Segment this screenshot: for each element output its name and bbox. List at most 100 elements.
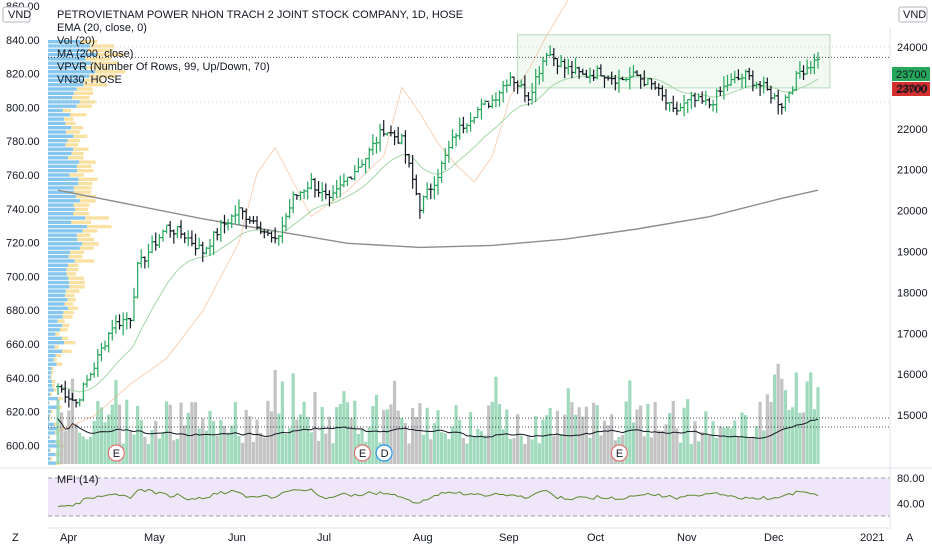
volume-bar[interactable] [259,432,263,464]
volume-bar[interactable] [639,405,643,464]
volume-bar[interactable] [226,432,230,464]
price-bar[interactable] [711,99,716,112]
volume-bar[interactable] [327,416,332,464]
volume-bar[interactable] [288,428,292,464]
earnings-marker[interactable]: E [353,444,371,462]
price-bar[interactable] [168,221,173,238]
price-bar[interactable] [410,154,415,189]
volume-bar[interactable] [302,401,306,464]
volume-bar[interactable] [794,372,798,464]
volume-bar[interactable] [646,403,650,464]
price-bar[interactable] [493,92,498,108]
price-bar[interactable] [218,219,223,242]
volume-bar[interactable] [516,414,520,464]
volume-bar[interactable] [740,412,744,464]
volume-bar[interactable] [555,410,560,464]
price-bar[interactable] [779,102,784,115]
volume-bar[interactable] [212,421,216,464]
volume-bar[interactable] [389,404,393,464]
volume-bar[interactable] [649,437,654,464]
volume-bar[interactable] [563,414,567,464]
price-bar[interactable] [475,106,480,119]
price-bar[interactable] [472,116,477,124]
volume-bar[interactable] [711,421,715,464]
price-bar[interactable] [182,232,187,244]
vn30-compare-line[interactable] [57,0,637,432]
price-bar[interactable] [215,227,220,241]
price-bar[interactable] [142,256,147,269]
volume-bar[interactable] [744,415,748,464]
price-bar[interactable] [302,189,307,200]
price-bar[interactable] [385,132,390,136]
volume-bar[interactable] [552,436,556,464]
price-bar[interactable] [66,389,71,408]
volume-bar[interactable] [208,410,212,464]
volume-bar[interactable] [715,438,719,464]
volume-bar[interactable] [765,394,769,464]
volume-bar[interactable] [400,417,404,464]
volume-bar[interactable] [693,421,697,464]
volume-bar[interactable] [88,436,93,464]
price-bar[interactable] [407,153,412,168]
price-bar[interactable] [425,182,430,200]
price-bar[interactable] [360,159,364,168]
price-bar[interactable] [345,176,350,186]
volume-bar[interactable] [291,373,295,464]
price-bar[interactable] [667,101,672,112]
volume-bar[interactable] [371,406,375,464]
volume-bar[interactable] [331,443,335,464]
price-bar[interactable] [74,398,79,408]
price-bar[interactable] [678,103,683,112]
volume-bar[interactable] [534,416,538,464]
volume-bar[interactable] [324,433,328,464]
volume-bar[interactable] [295,419,299,464]
price-bar[interactable] [280,216,285,244]
volume-bar[interactable] [277,413,281,464]
price-bar[interactable] [685,98,690,113]
volume-bar[interactable] [762,430,766,464]
volume-bar[interactable] [240,442,245,464]
price-bar[interactable] [240,207,245,220]
price-bar[interactable] [443,148,448,170]
price-bar[interactable] [99,342,104,362]
price-bar[interactable] [421,195,426,214]
price-bar[interactable] [349,176,354,180]
volume-bar[interactable] [660,430,664,464]
price-bar[interactable] [160,229,165,242]
volume-bar[interactable] [631,422,636,464]
volume-bar[interactable] [175,438,180,464]
price-bar[interactable] [457,117,462,140]
volume-bar[interactable] [769,402,773,464]
volume-bar[interactable] [664,424,668,464]
price-bar[interactable] [334,179,339,198]
mfi-label[interactable]: MFI (14) [57,474,99,486]
volume-bar[interactable] [570,401,574,464]
volume-bar[interactable] [204,430,208,464]
price-bar[interactable] [483,99,488,106]
volume-bar[interactable] [588,437,592,464]
price-bar[interactable] [121,312,126,336]
price-bar[interactable] [468,112,473,132]
price-bar[interactable] [403,130,408,164]
price-bar[interactable] [294,194,299,200]
price-bar[interactable] [247,216,252,224]
volume-bar[interactable] [476,428,480,464]
volume-bar[interactable] [266,400,270,464]
volume-bar[interactable] [63,430,67,464]
volume-bar[interactable] [78,432,82,464]
price-bar[interactable] [269,231,274,243]
price-bar[interactable] [497,90,502,107]
price-bar[interactable] [352,165,357,181]
volume-bar[interactable] [168,404,172,464]
price-bar[interactable] [291,191,296,214]
volume-bar[interactable] [237,436,241,464]
price-bar[interactable] [714,88,719,113]
volume-bar[interactable] [440,432,444,464]
volume-bar[interactable] [530,439,534,464]
earnings-marker[interactable]: E [610,444,628,462]
volume-bar[interactable] [421,434,426,464]
volume-bar[interactable] [461,437,465,464]
volume-bar[interactable] [385,409,389,464]
price-bar[interactable] [236,199,241,225]
